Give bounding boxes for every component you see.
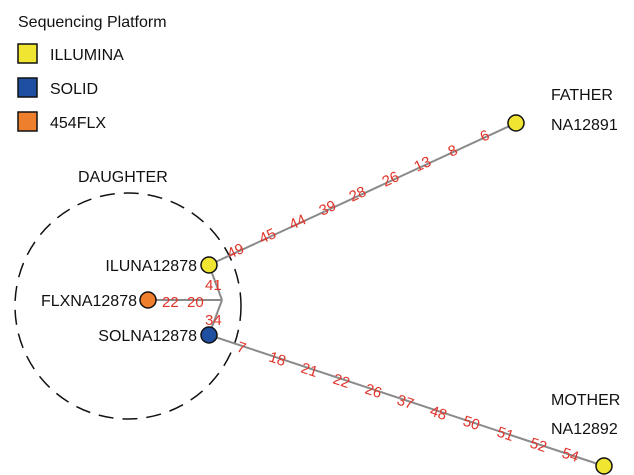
legend-label-illumina: ILLUMINA xyxy=(50,47,124,64)
edge-mother xyxy=(208,334,605,467)
node-father xyxy=(507,114,525,132)
distance-label: 26 xyxy=(380,168,402,190)
tree-edges xyxy=(148,122,605,467)
distance-label: 22 xyxy=(331,371,352,392)
legend: Sequencing Platform ILLUMINA SOLID 454FL… xyxy=(17,14,167,132)
node-iluna xyxy=(200,256,218,274)
mother-name-label: MOTHER xyxy=(551,392,620,409)
distance-label: 34 xyxy=(205,312,222,329)
distance-label: 49 xyxy=(225,240,247,262)
distance-label: 50 xyxy=(461,413,482,434)
distance-label: 28 xyxy=(347,183,369,205)
mother-distance-labels: 7 18 21 22 26 37 48 50 51 52 54 xyxy=(235,339,581,466)
nodes xyxy=(139,114,613,475)
distance-label: 52 xyxy=(528,435,549,456)
distance-label: 6 xyxy=(478,127,493,146)
distance-label: 20 xyxy=(187,294,204,311)
legend-title: Sequencing Platform xyxy=(18,14,167,31)
node-flxna xyxy=(139,291,157,309)
distance-label: 41 xyxy=(205,277,222,294)
distance-label: 54 xyxy=(560,445,581,466)
node-labels: FATHER NA12891 MOTHER NA12892 ILUNA12878… xyxy=(41,87,620,438)
legend-swatch-illumina xyxy=(17,43,38,64)
legend-swatch-454flx xyxy=(17,111,38,132)
legend-swatch-solid xyxy=(17,77,38,98)
distance-label: 39 xyxy=(317,197,339,219)
distance-label: 26 xyxy=(363,381,384,402)
distance-label: 8 xyxy=(446,142,461,161)
distance-label: 13 xyxy=(412,153,434,175)
distance-label: 51 xyxy=(495,424,516,445)
flxna-label: FLXNA12878 xyxy=(41,293,137,310)
mother-id-label: NA12892 xyxy=(551,421,618,438)
legend-label-454flx: 454FLX xyxy=(50,115,106,132)
distance-label: 48 xyxy=(428,403,449,424)
distance-label: 37 xyxy=(395,392,416,413)
node-solna xyxy=(200,326,218,344)
center-distance-labels: 41 22 20 34 xyxy=(162,277,222,329)
distance-label: 45 xyxy=(257,225,279,247)
distance-label: 44 xyxy=(287,211,309,233)
solna-label: SOLNA12878 xyxy=(98,328,197,345)
father-name-label: FATHER xyxy=(551,87,613,104)
legend-label-solid: SOLID xyxy=(50,81,98,98)
father-distance-labels: 49 45 44 39 28 26 13 8 6 xyxy=(225,127,493,263)
daughter-group-label: DAUGHTER xyxy=(78,169,168,186)
distance-label: 18 xyxy=(267,349,288,370)
node-mother xyxy=(595,457,613,475)
edge-father xyxy=(208,122,517,266)
distance-label: 22 xyxy=(162,294,179,311)
iluna-label: ILUNA12878 xyxy=(105,258,197,275)
father-id-label: NA12891 xyxy=(551,117,618,134)
distance-label: 21 xyxy=(299,360,320,381)
daughter-group-circle xyxy=(14,192,242,420)
